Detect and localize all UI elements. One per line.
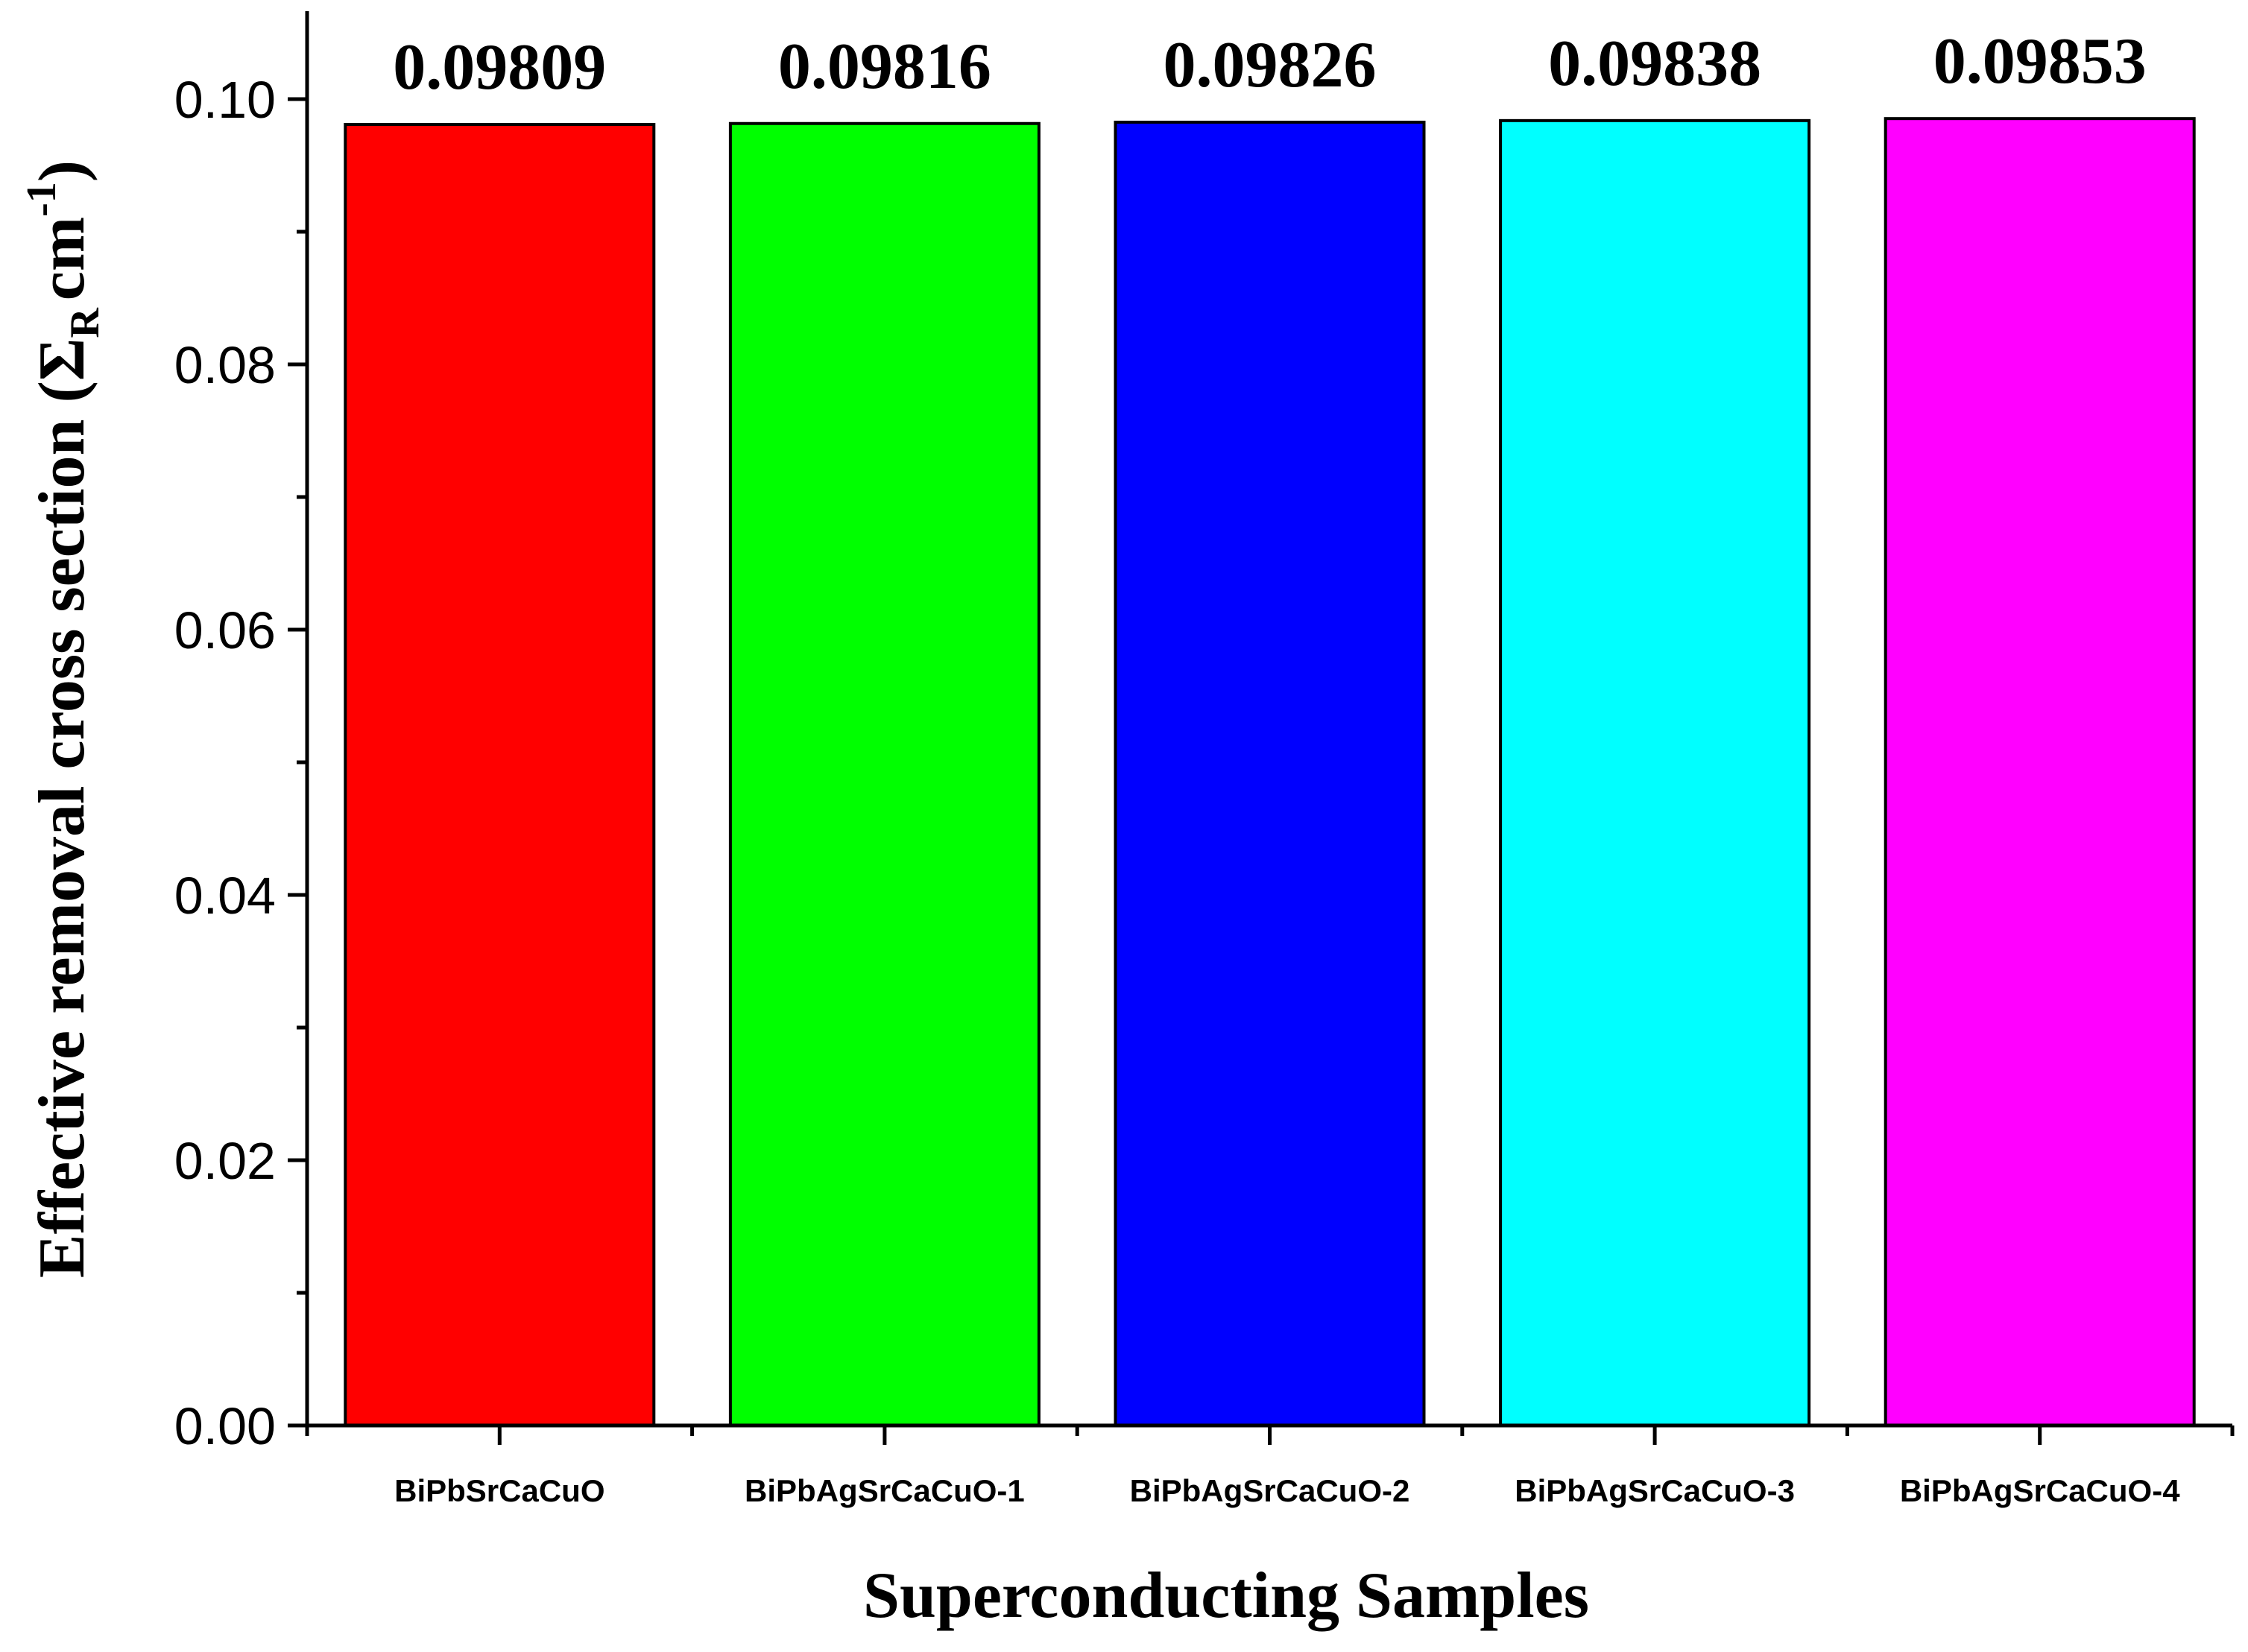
bars-layer (344, 117, 2196, 1428)
bar-value-label: 0.09838 (1548, 28, 1761, 100)
bar (728, 121, 1041, 1428)
x-tick-labels-layer: BiPbSrCaCuO BiPbAgSrCaCuO-1 BiPbAgSrCaCuO-… (394, 1473, 2180, 1508)
y-axis-title-suffix: ) (26, 160, 98, 182)
y-axis-title: Effective removal cross section (ΣRcm-1) (19, 160, 108, 1278)
y-tick-label: 0.08 (174, 336, 276, 394)
y-tick-label: 0.00 (174, 1397, 276, 1455)
bar-value-label: 0.09826 (1164, 29, 1377, 101)
x-tick-label: BiPbAgSrCaCuO-3 (1515, 1473, 1795, 1508)
y-tick-label: 0.04 (174, 867, 276, 925)
y-tick-label: 0.10 (174, 71, 276, 129)
x-tick-label: BiPbAgSrCaCuO-2 (1130, 1473, 1410, 1508)
x-tick-label: BiPbSrCaCuO (394, 1473, 604, 1508)
bar-value-label: 0.09816 (778, 31, 991, 103)
y-axis-title-superscript: -1 (19, 182, 65, 217)
bar (1884, 117, 2196, 1427)
y-tick-label: 0.02 (174, 1132, 276, 1190)
y-tick-label: 0.06 (174, 601, 276, 659)
bar (1114, 120, 1426, 1427)
x-tick-label: BiPbAgSrCaCuO-4 (1900, 1473, 2180, 1508)
x-tick-label: BiPbAgSrCaCuO-1 (745, 1473, 1025, 1508)
y-axis-title-unit: cm (26, 217, 98, 300)
y-axis-title-prefix: Effective removal cross section ( (26, 381, 98, 1278)
bar-value-label: 0.09809 (393, 31, 606, 104)
y-ticks-layer: 0.00 0.02 0.04 0.06 0.08 0.10 (174, 71, 307, 1455)
bar (344, 122, 656, 1427)
x-ticks-layer (305, 1425, 2235, 1445)
bar-value-label: 0.09853 (1933, 25, 2147, 98)
y-axis-title-symbol: Σ (26, 338, 98, 382)
bar (1499, 118, 1811, 1427)
x-axis-title: Superconducting Samples (863, 1560, 1589, 1632)
y-axis-title-subscript: R (62, 308, 108, 338)
data-labels-layer: 0.09809 0.09816 0.09826 0.09838 0.09853 (393, 25, 2146, 104)
